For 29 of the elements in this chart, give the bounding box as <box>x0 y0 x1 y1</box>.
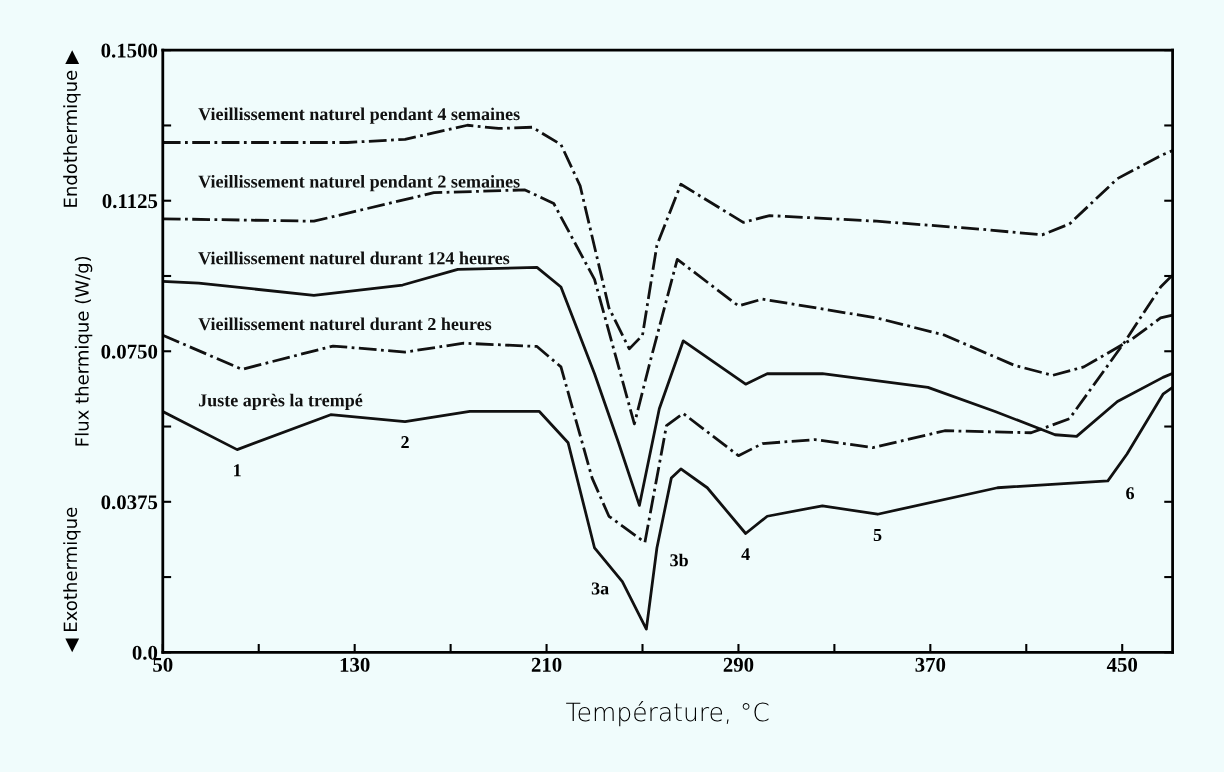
y-tick-label: 0.1500 <box>101 43 158 58</box>
x-tick-label: 450 <box>1106 657 1138 672</box>
x-tick-label: 210 <box>531 657 562 672</box>
annotation: 4 <box>741 548 750 561</box>
y-tick-label: 0.1125 <box>102 194 158 209</box>
series-label: Vieillissement naturel pendant 2 semaines <box>198 174 520 192</box>
x-tick-label: 290 <box>723 657 754 672</box>
text: Endothermique ▶ <box>63 50 81 207</box>
x-axis-title: Température, °C <box>566 701 769 727</box>
annotation: 2 <box>401 436 409 449</box>
annotation: 1 <box>234 464 241 477</box>
y-axis-title: Flux thermique (W/g) <box>74 256 93 446</box>
x-tick-label: 50 <box>153 657 173 672</box>
series-label: Juste après la trempé <box>198 393 363 411</box>
x-tick-label: 130 <box>340 657 370 672</box>
line-series <box>162 123 1173 351</box>
x-tick-label: 370 <box>915 657 946 672</box>
y-tick-label: 0.0 <box>132 645 158 660</box>
y-tick-label: 0.0750 <box>101 344 158 359</box>
y-tick-label: 0.0375 <box>101 495 158 510</box>
series-label: Vieillissement naturel durant 124 heures <box>198 251 510 265</box>
text: ◀ Exothermique <box>63 507 81 653</box>
annotation: 6 <box>1126 487 1135 500</box>
series-label: Vieillissement naturel durant 2 heures <box>198 317 492 331</box>
series-label: Vieillissement naturel pendant 4 semaines <box>198 107 520 124</box>
annotation: 5 <box>873 528 882 541</box>
annotation: 3b <box>670 553 688 567</box>
annotation: 3a <box>591 582 609 595</box>
line-series <box>162 386 1173 631</box>
